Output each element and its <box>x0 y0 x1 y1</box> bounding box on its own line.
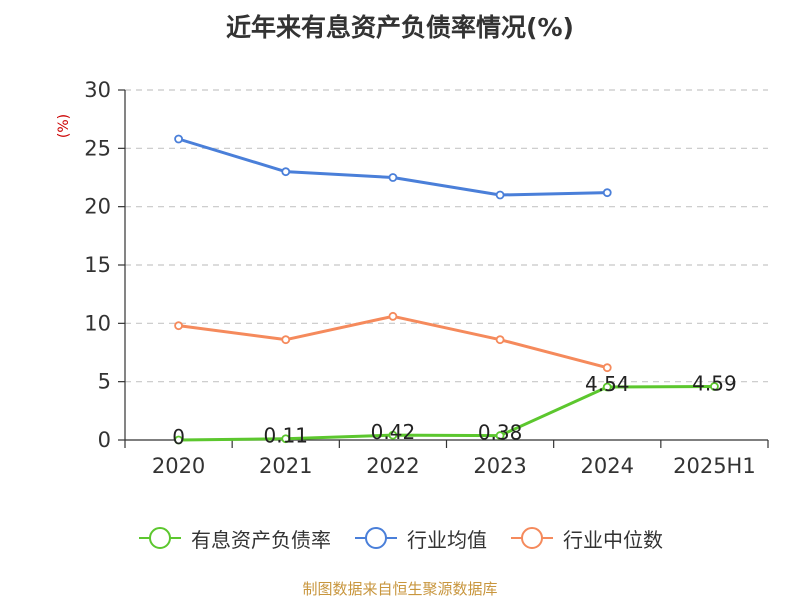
data-point <box>388 430 398 440</box>
data-label: 4.54 <box>585 372 630 396</box>
legend-item[interactable]: 有息资产负债率 <box>137 524 331 553</box>
data-point <box>710 382 719 391</box>
data-label: 0.38 <box>478 421 523 445</box>
x-tick-label: 2022 <box>366 454 419 478</box>
series-line <box>178 137 608 197</box>
legend-item[interactable]: 行业均值 <box>353 524 487 553</box>
y-tick-label: 25 <box>84 136 111 160</box>
series-line <box>178 314 608 370</box>
series-line <box>178 384 715 442</box>
legend-label: 行业均值 <box>407 527 487 552</box>
source-note: 制图数据来自恒生聚源数据库 <box>302 580 498 598</box>
x-tick-label: 2023 <box>473 454 526 478</box>
data-point <box>281 335 291 345</box>
axes: 0 5 10 15 20 25 30 2020 2021 2022 2023 2024 2025H1 <box>84 78 769 478</box>
data-point <box>281 434 291 444</box>
y-tick-label: 20 <box>84 195 111 219</box>
legend-item[interactable]: 行业中位数 <box>509 524 663 553</box>
data-label: 0.11 <box>263 424 308 448</box>
y-tick-label: 10 <box>84 311 111 335</box>
legend-marker-icon <box>511 527 553 549</box>
legend-label: 行业中位数 <box>563 527 663 552</box>
data-point <box>388 173 398 182</box>
data-point <box>174 321 183 331</box>
chart-title: 近年来有息资产负债率情况(%) <box>226 13 574 42</box>
data-point <box>602 382 612 392</box>
x-tick-label: 2020 <box>152 454 205 478</box>
grid-lines <box>125 89 768 383</box>
data-labels: 0 0.11 0.42 0.38 4.54 4.59 <box>172 371 736 449</box>
data-point <box>495 431 505 440</box>
data-point <box>602 188 612 198</box>
x-tick-label: 2024 <box>581 454 634 478</box>
data-label: 0.42 <box>371 420 416 444</box>
legend: 有息资产负债率 行业均值 行业中位数 <box>0 520 800 556</box>
legend-marker-icon <box>355 527 397 549</box>
data-point <box>174 435 183 445</box>
y-tick-label: 0 <box>98 428 111 452</box>
data-label: 4.59 <box>692 371 737 395</box>
data-point <box>281 167 291 177</box>
data-point <box>602 363 612 373</box>
data-label: 0 <box>172 425 185 449</box>
legend-marker-icon <box>139 527 181 549</box>
legend-label: 有息资产负债率 <box>191 527 331 552</box>
series-lines <box>174 134 719 445</box>
y-tick-label: 5 <box>98 370 111 394</box>
data-point <box>388 311 398 321</box>
y-tick-label: 30 <box>84 78 111 102</box>
y-tick-label: 15 <box>84 253 111 277</box>
data-point <box>495 190 505 200</box>
data-point <box>495 335 505 345</box>
y-axis-unit-label: (%) <box>56 114 72 138</box>
x-tick-label: 2025H1 <box>673 454 756 478</box>
x-tick-label: 2021 <box>259 454 312 478</box>
data-point <box>174 134 183 144</box>
